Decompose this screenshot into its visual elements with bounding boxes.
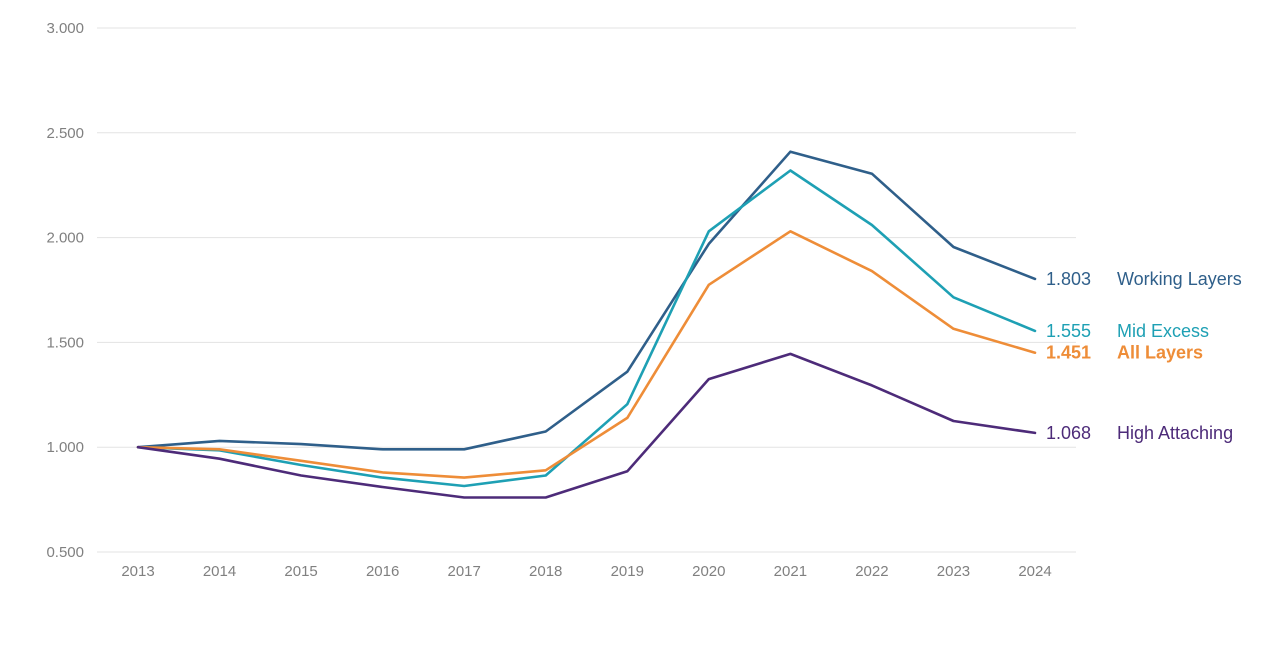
x-tick-label: 2019 (611, 563, 644, 580)
series-end-value: 1.451 (1046, 343, 1091, 363)
y-tick-label: 2.000 (46, 230, 84, 247)
x-axis: 2013 2014 2015 2016 2017 2018 2019 2020 2021 2022… (121, 563, 1051, 580)
y-tick-label: 1.000 (46, 439, 84, 456)
x-tick-label: 2023 (937, 563, 970, 580)
series-name-label: All Layers (1117, 343, 1203, 363)
x-tick-label: 2017 (447, 563, 480, 580)
end-labels: 1.803 Working Layers 1.555 Mid Excess 1.451 A… (1046, 269, 1242, 443)
x-tick-label: 2014 (203, 563, 236, 580)
series-name-label: High Attaching (1117, 423, 1233, 443)
series-end-value: 1.068 (1046, 423, 1091, 443)
y-tick-label: 2.500 (46, 125, 84, 142)
series-name-label: Mid Excess (1117, 321, 1209, 341)
y-tick-label: 0.500 (46, 544, 84, 561)
y-tick-label: 3.000 (46, 20, 84, 37)
x-tick-label: 2013 (121, 563, 154, 580)
x-tick-label: 2022 (855, 563, 888, 580)
x-tick-label: 2015 (284, 563, 317, 580)
series-name-label: Working Layers (1117, 269, 1242, 289)
x-tick-label: 2016 (366, 563, 399, 580)
x-tick-label: 2021 (774, 563, 807, 580)
x-tick-label: 2018 (529, 563, 562, 580)
series-line-mid-excess (136, 169, 1037, 488)
x-tick-label: 2020 (692, 563, 725, 580)
series-end-value: 1.803 (1046, 269, 1091, 289)
series-lines (136, 150, 1037, 499)
gridlines (97, 27, 1076, 553)
series-line-high-attaching (136, 352, 1037, 499)
series-end-value: 1.555 (1046, 321, 1091, 341)
y-tick-label: 1.500 (46, 334, 84, 351)
series-line-all-layers (136, 230, 1037, 479)
y-axis: 0.500 1.000 1.500 2.000 2.500 3.000 (46, 20, 84, 561)
x-tick-label: 2024 (1018, 563, 1051, 580)
series-line-working-layers (136, 150, 1037, 451)
